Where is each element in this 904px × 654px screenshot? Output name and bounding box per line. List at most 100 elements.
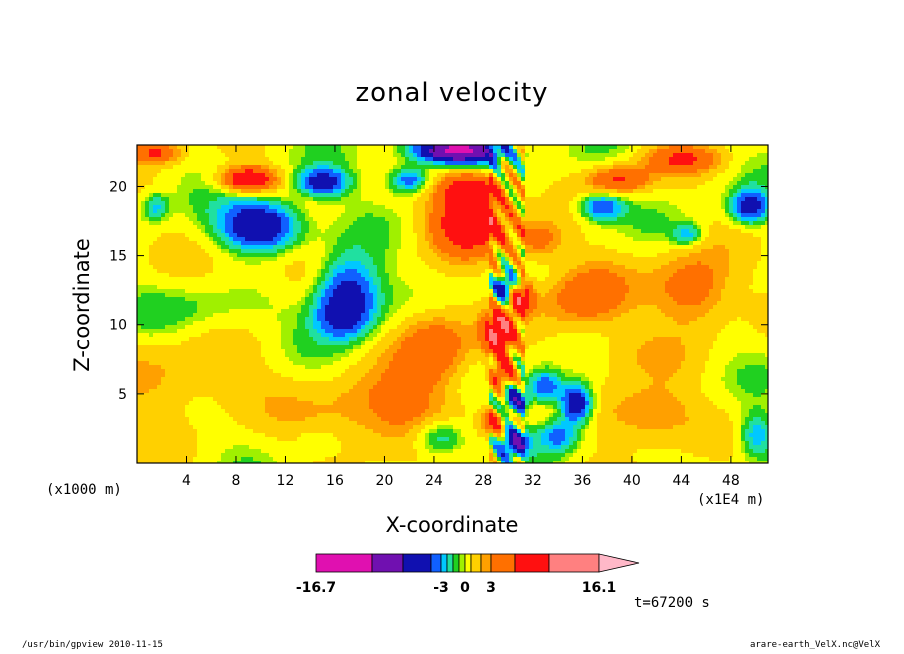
field-cell (357, 333, 362, 338)
field-cell (361, 245, 366, 250)
field-cell (149, 173, 154, 178)
field-cell (229, 385, 234, 390)
field-cell (329, 449, 334, 454)
field-cell (221, 153, 226, 158)
field-cell (377, 321, 382, 326)
field-cell (257, 241, 262, 246)
field-cell (265, 261, 270, 266)
field-cell (265, 277, 270, 282)
field-cell (345, 353, 350, 358)
field-cell (353, 393, 358, 398)
field-cell (257, 197, 262, 202)
field-cell (225, 353, 230, 358)
field-cell (289, 461, 294, 463)
field-cell (265, 405, 270, 410)
field-cell (293, 389, 298, 394)
field-cell (373, 353, 378, 358)
field-cell (149, 193, 154, 198)
field-cell (361, 209, 366, 214)
field-cell (373, 237, 378, 242)
field-cell (265, 365, 270, 370)
field-cell (373, 277, 378, 282)
field-cell (265, 457, 270, 462)
field-cell (261, 269, 266, 274)
field-cell (329, 457, 334, 462)
field-cell (249, 453, 254, 458)
field-cell (341, 193, 346, 198)
field-cell (293, 309, 298, 314)
field-cell (353, 205, 358, 210)
field-cell (213, 261, 218, 266)
field-cell (369, 417, 374, 422)
field-cell (145, 289, 150, 294)
field-cell (209, 313, 214, 318)
field-cell (293, 289, 298, 294)
field-cell (353, 457, 358, 462)
field-cell (217, 437, 222, 442)
field-cell (233, 193, 238, 198)
field-cell (201, 337, 206, 342)
field-cell (313, 209, 318, 214)
field-cell (329, 221, 334, 226)
field-cell (321, 313, 326, 318)
field-cell (145, 373, 150, 378)
field-cell (193, 389, 198, 394)
field-cell (237, 181, 242, 186)
field-cell (165, 289, 170, 294)
field-cell (281, 317, 286, 322)
field-cell (229, 277, 234, 282)
field-cell (209, 437, 214, 442)
field-cell (365, 185, 370, 190)
field-cell (317, 397, 322, 402)
field-cell (169, 297, 174, 302)
field-cell (305, 337, 310, 342)
field-cell (325, 361, 330, 366)
field-cell (321, 173, 326, 178)
field-cell (245, 333, 250, 338)
field-cell (173, 345, 178, 350)
field-cell (213, 181, 218, 186)
field-cell (349, 177, 354, 182)
field-cell (317, 449, 322, 454)
field-cell (345, 193, 350, 198)
field-cell (333, 349, 338, 354)
field-cell (165, 241, 170, 246)
field-cell (277, 389, 282, 394)
field-cell (165, 301, 170, 306)
field-cell (185, 325, 190, 330)
field-cell (145, 317, 150, 322)
field-cell (141, 221, 146, 226)
field-cell (201, 165, 206, 170)
field-cell (301, 369, 306, 374)
field-cell (345, 445, 350, 450)
field-cell (149, 413, 154, 418)
field-cell (309, 233, 314, 238)
field-cell (197, 289, 202, 294)
field-cell (297, 449, 302, 454)
field-cell (193, 189, 198, 194)
field-cell (145, 201, 150, 206)
field-cell (289, 161, 294, 166)
field-cell (253, 353, 258, 358)
field-cell (233, 305, 238, 310)
field-cell (353, 241, 358, 246)
field-cell (253, 301, 258, 306)
field-cell (293, 205, 298, 210)
field-cell (197, 421, 202, 426)
field-cell (237, 233, 242, 238)
field-cell (269, 261, 274, 266)
field-cell (301, 365, 306, 370)
field-cell (245, 193, 250, 198)
field-cell (305, 333, 310, 338)
field-cell (353, 365, 358, 370)
field-cell (237, 185, 242, 190)
field-cell (253, 409, 258, 414)
field-cell (233, 253, 238, 258)
field-cell (153, 365, 158, 370)
field-cell (373, 345, 378, 350)
field-cell (369, 265, 374, 270)
field-cell (365, 389, 370, 394)
field-cell (209, 353, 214, 358)
field-cell (269, 241, 274, 246)
field-cell (193, 397, 198, 402)
